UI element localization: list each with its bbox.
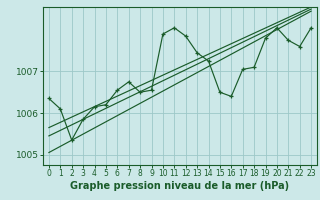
X-axis label: Graphe pression niveau de la mer (hPa): Graphe pression niveau de la mer (hPa) — [70, 181, 290, 191]
